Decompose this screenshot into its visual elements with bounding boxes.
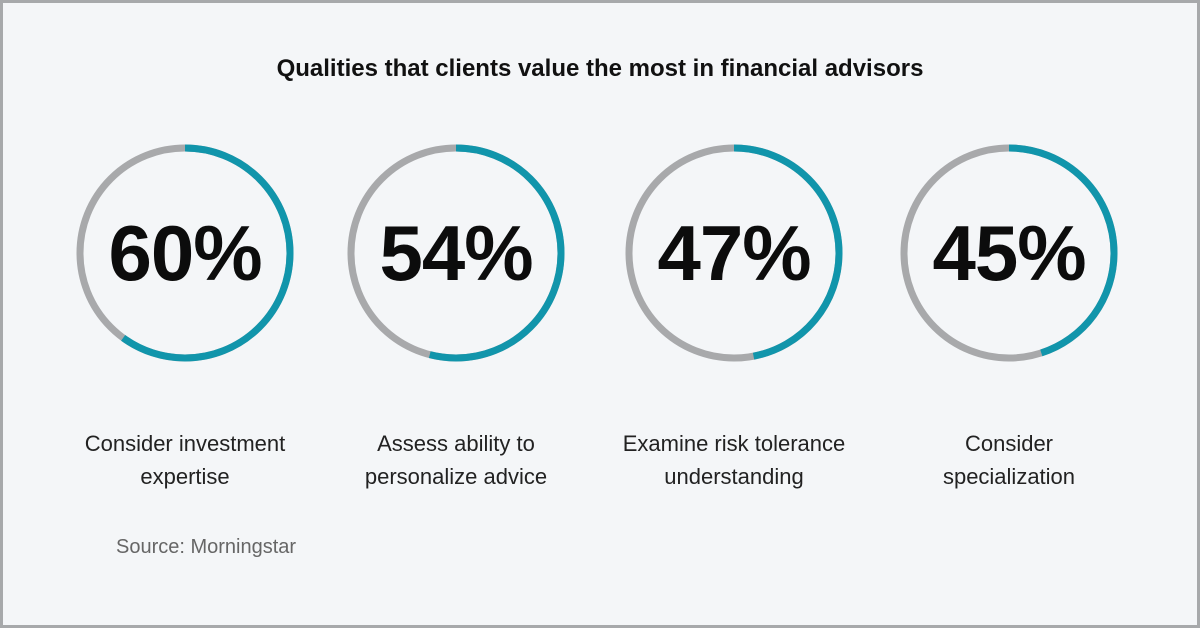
source-note: Source: Morningstar [116, 536, 297, 558]
ring-value-arc [625, 144, 843, 362]
stat-item: 54% Assess ability to personalize advice [326, 3, 586, 563]
percent-value: 60% [108, 209, 262, 297]
stat-item: 47% Examine risk tolerance understanding [604, 3, 864, 563]
stat-item: 60% Consider investment expertise [55, 3, 315, 563]
stat-label-line: personalize advice [364, 464, 548, 489]
percent-value: 45% [932, 209, 1086, 297]
stat-label-line: Examine risk tolerance [622, 431, 846, 456]
stat-label-line: expertise [140, 464, 230, 489]
percent-value: 54% [379, 209, 533, 297]
stat-label-line: Assess ability to [377, 431, 535, 456]
donut-ring [900, 144, 1118, 362]
percent-value: 47% [657, 209, 811, 297]
donut-ring [347, 144, 565, 362]
ring-value-arc [347, 144, 565, 362]
stat-label-line: Consider [964, 431, 1054, 456]
ring-value-arc [76, 144, 294, 362]
stat-label: Consider investment expertise [55, 427, 315, 493]
stat-label: Assess ability to personalize advice [326, 427, 586, 493]
stat-label-line: understanding [664, 464, 804, 489]
stat-label-line: specialization [942, 464, 1076, 489]
chart-title: Qualities that clients value the most in… [276, 55, 924, 82]
stat-label: Examine risk tolerance understanding [604, 427, 864, 493]
donut-ring [76, 144, 294, 362]
donut-ring [625, 144, 843, 362]
stat-label-line: Consider investment [84, 431, 286, 456]
stat-label: Consider specialization [879, 427, 1139, 493]
stat-item: 45% Consider specialization [879, 3, 1139, 563]
ring-value-arc [900, 144, 1118, 362]
